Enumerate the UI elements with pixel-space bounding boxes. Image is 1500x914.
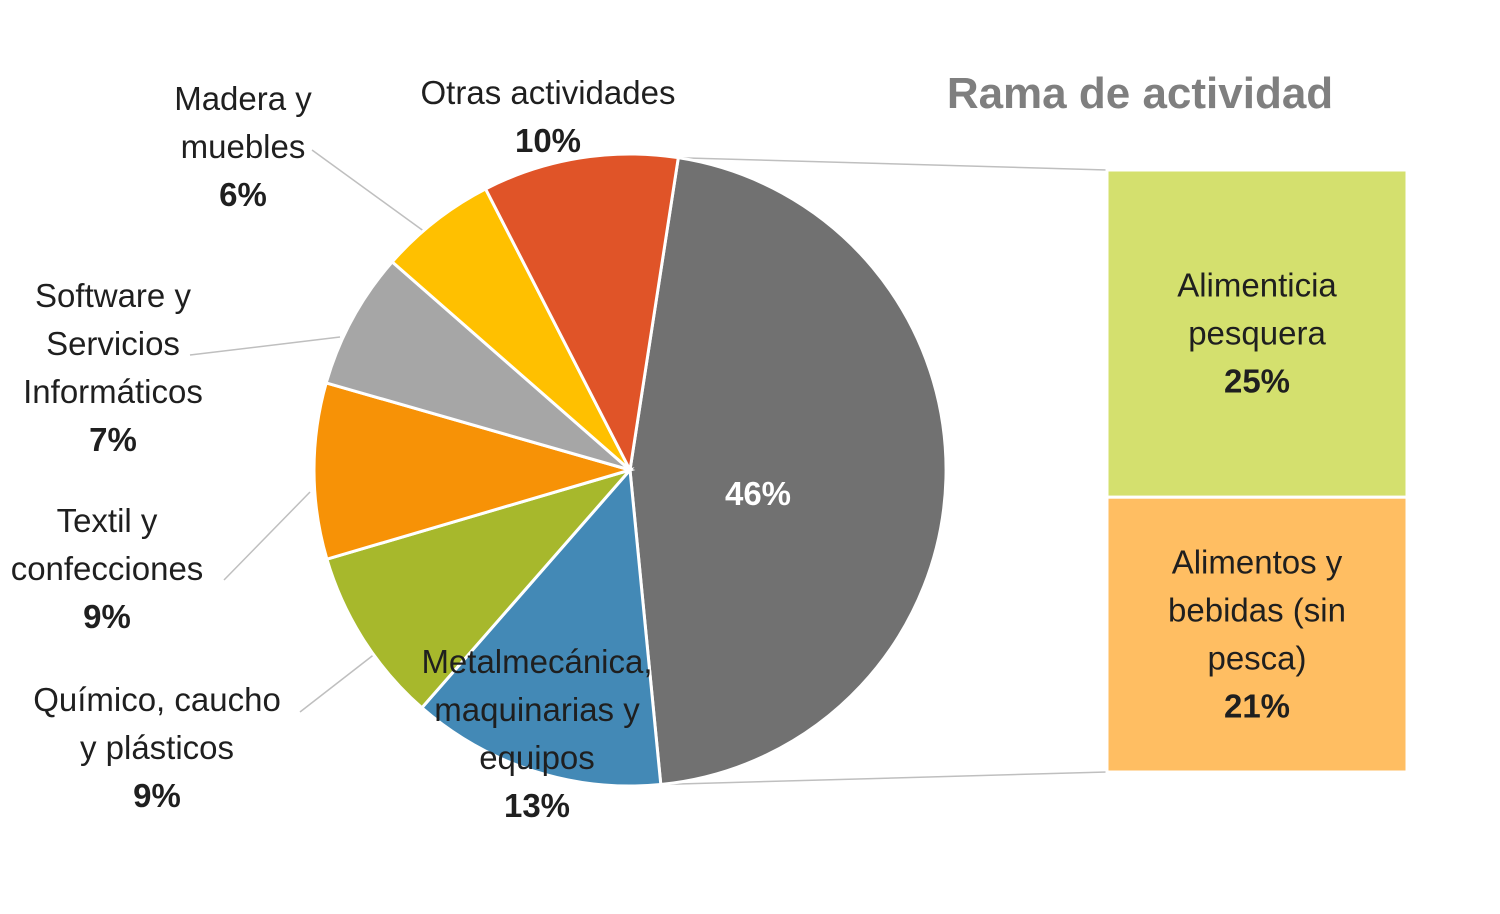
pie-slice-46pct [628, 155, 948, 787]
slice-label: Software y [35, 277, 191, 314]
slice-label: Químico, caucho [33, 681, 281, 718]
connector-top [678, 156, 1108, 171]
slice-label: Madera y [174, 80, 312, 117]
leader-line [189, 336, 341, 356]
connector-lines [660, 156, 1108, 786]
leader-line [299, 652, 377, 713]
slice-labels: Madera y muebles 6% Otras actividades 10% 46%… [11, 74, 1346, 824]
slice-value: 10% [515, 122, 581, 159]
slice-label: maquinarias y [434, 691, 640, 728]
breakdown-label: Alimentos y [1172, 544, 1343, 581]
slice-label: Informáticos [23, 373, 203, 410]
pie-slices [312, 152, 948, 788]
breakdown-label: pesquera [1188, 315, 1326, 352]
slice-value: 7% [89, 421, 137, 458]
breakdown-value: 21% [1224, 688, 1290, 725]
pie-slice-10pct [483, 152, 681, 475]
breakdown-label: pesca) [1207, 640, 1306, 677]
slice-value: 46% [725, 475, 791, 512]
slice-value: 6% [219, 176, 267, 213]
slice-label: Textil y [57, 502, 158, 539]
slice-label: Metalmecánica, [421, 643, 652, 680]
chart-title: Rama de actividad [947, 69, 1333, 118]
slice-value: 9% [83, 598, 131, 635]
slice-label: Otras actividades [421, 74, 676, 111]
slice-value: 9% [133, 777, 181, 814]
slice-label: Servicios [46, 325, 180, 362]
breakdown-value: 25% [1224, 363, 1290, 400]
slice-label: muebles [181, 128, 306, 165]
leader-lines [189, 149, 426, 713]
leader-line [311, 149, 426, 233]
slice-value: 13% [504, 787, 570, 824]
pie-slice-9pct [312, 381, 636, 562]
pie-slice-13pct [419, 466, 663, 788]
connector-bottom [660, 771, 1108, 786]
breakdown-label: Alimenticia [1177, 267, 1337, 304]
breakdown-bar [1105, 168, 1409, 774]
breakdown-box-1 [1105, 168, 1409, 499]
breakdown-box-2 [1105, 495, 1409, 774]
slice-label: equipos [479, 739, 595, 776]
slice-label: y plásticos [80, 729, 234, 766]
pie-slice-7pct [324, 259, 631, 472]
slice-label: confecciones [11, 550, 204, 587]
leader-line [223, 491, 311, 581]
pie-slice-9pct [325, 467, 635, 710]
pie-slice-6pct [390, 186, 632, 472]
breakdown-label: bebidas (sin [1168, 592, 1346, 629]
